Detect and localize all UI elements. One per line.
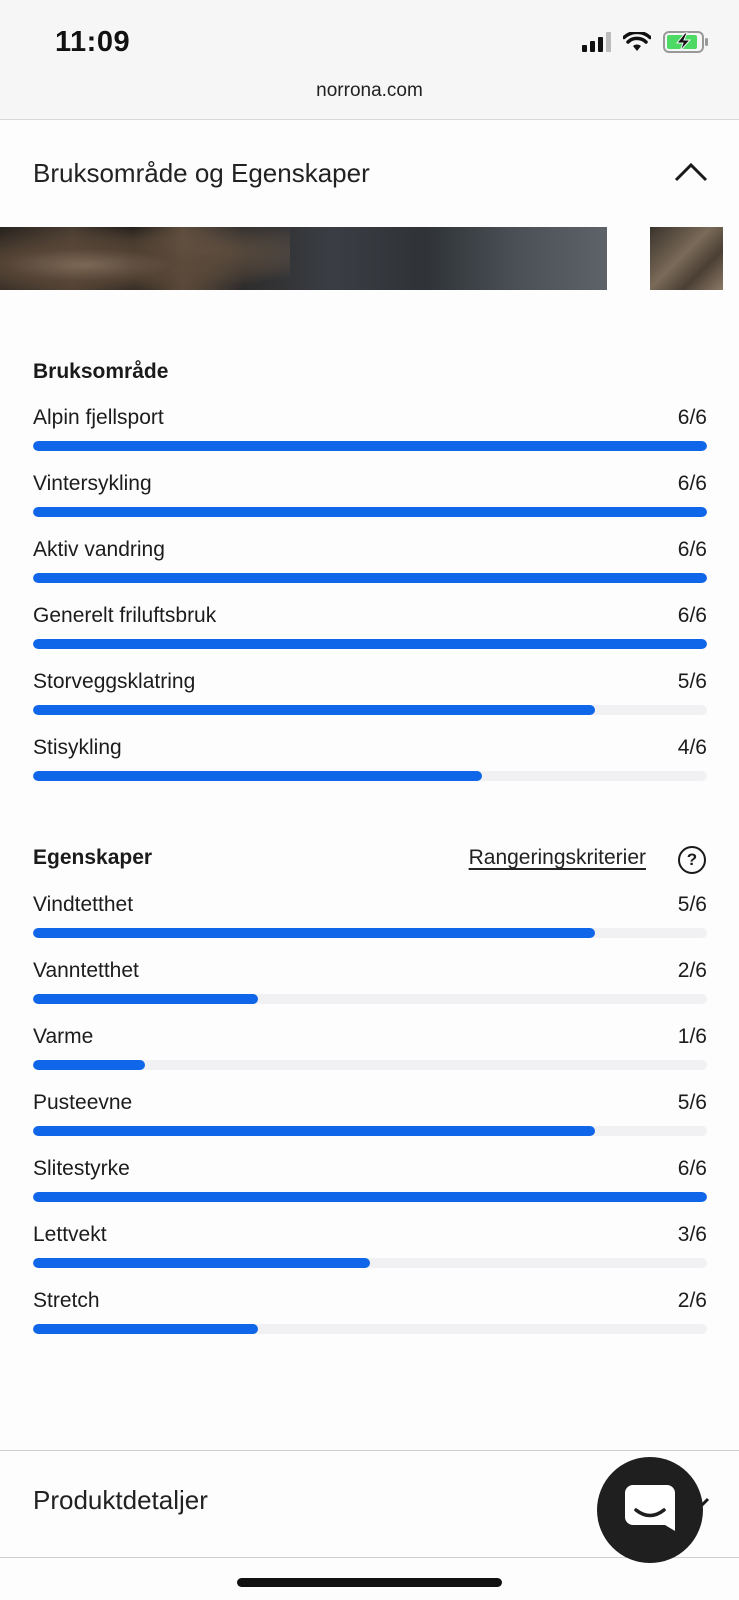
rating-value: 3/6 [677, 1223, 707, 1246]
rating-row: Stretch 2/6 [33, 1289, 707, 1345]
rating-bar-track [33, 573, 707, 583]
address-bar-url[interactable]: norrona.com [316, 80, 423, 101]
properties-heading: Egenskaper [33, 846, 153, 869]
rating-row: Storveggsklatring 5/6 [33, 670, 707, 726]
rating-label: Aktiv vandring [33, 538, 165, 561]
rating-label: Lettvekt [33, 1223, 107, 1246]
status-time: 11:09 [55, 26, 131, 58]
rating-row: Generelt friluftsbruk 6/6 [33, 604, 707, 660]
rating-value: 2/6 [677, 1289, 707, 1312]
rating-value: 6/6 [677, 538, 707, 561]
rating-bar-track [33, 705, 707, 715]
product-image-strip[interactable] [0, 227, 607, 290]
rating-label: Vindtetthet [33, 893, 134, 916]
rating-bar-fill [33, 573, 707, 583]
help-icon[interactable]: ? [678, 846, 706, 874]
divider [0, 1450, 739, 1451]
section-title: Bruksområde og Egenskaper [33, 158, 370, 188]
rating-bar-fill [33, 771, 483, 781]
rating-value: 4/6 [677, 736, 707, 759]
chevron-up-icon[interactable] [673, 158, 709, 184]
product-image-next[interactable] [650, 227, 723, 290]
product-details-header[interactable]: Produktdetaljer [33, 1485, 208, 1515]
chat-icon [625, 1485, 675, 1531]
rating-bar-fill [33, 928, 595, 938]
home-indicator[interactable] [237, 1578, 502, 1587]
rating-bar-track [33, 1060, 707, 1070]
rating-value: 6/6 [677, 1157, 707, 1180]
rating-bar-fill [33, 1126, 595, 1136]
rating-label: Pusteevne [33, 1091, 133, 1114]
rating-row: Vintersykling 6/6 [33, 472, 707, 528]
rating-row: Vindtetthet 5/6 [33, 893, 707, 949]
rating-bar-fill [33, 441, 707, 451]
battery-charging-icon [663, 31, 708, 53]
rating-row: Aktiv vandring 6/6 [33, 538, 707, 594]
rating-label: Alpin fjellsport [33, 406, 164, 429]
rating-row: Stisykling 4/6 [33, 736, 707, 792]
rating-bar-fill [33, 507, 707, 517]
rating-label: Vanntetthet [33, 959, 139, 982]
rating-bar-track [33, 1324, 707, 1334]
rating-value: 5/6 [677, 1091, 707, 1114]
rating-bar-track [33, 639, 707, 649]
rating-bar-fill [33, 1324, 258, 1334]
rating-bar-track [33, 994, 707, 1004]
rating-value: 6/6 [677, 472, 707, 495]
rating-bar-fill [33, 705, 595, 715]
rating-bar-track [33, 441, 707, 451]
rating-bar-fill [33, 994, 258, 1004]
rating-value: 2/6 [677, 959, 707, 982]
chat-button[interactable] [597, 1457, 703, 1563]
rating-bar-fill [33, 639, 707, 649]
rating-row: Slitestyrke 6/6 [33, 1157, 707, 1213]
rating-bar-fill [33, 1060, 146, 1070]
rating-bar-track [33, 507, 707, 517]
rating-label: Vintersykling [33, 472, 152, 495]
rating-row: Lettvekt 3/6 [33, 1223, 707, 1279]
rating-label: Storveggsklatring [33, 670, 196, 693]
rating-label: Stretch [33, 1289, 100, 1312]
rating-value: 6/6 [677, 406, 707, 429]
rating-bar-track [33, 1192, 707, 1202]
rating-value: 5/6 [677, 670, 707, 693]
rating-criteria-link[interactable]: Rangeringskriterier [468, 846, 646, 869]
rating-row: Alpin fjellsport 6/6 [33, 406, 707, 462]
rating-value: 6/6 [677, 604, 707, 627]
rating-label: Varme [33, 1025, 94, 1048]
usage-heading: Bruksområde [33, 360, 169, 383]
cellular-signal-icon [582, 32, 611, 52]
rating-label: Slitestyrke [33, 1157, 130, 1180]
rating-bar-track [33, 771, 707, 781]
rating-bar-track [33, 1126, 707, 1136]
section-header[interactable]: Bruksområde og Egenskaper [0, 120, 739, 225]
wifi-icon [623, 32, 651, 51]
rating-bar-fill [33, 1258, 370, 1268]
status-icons [582, 31, 709, 53]
rating-row: Pusteevne 5/6 [33, 1091, 707, 1147]
rating-bar-track [33, 928, 707, 938]
rating-value: 5/6 [677, 893, 707, 916]
rating-label: Stisykling [33, 736, 122, 759]
rating-row: Varme 1/6 [33, 1025, 707, 1081]
rating-bar-track [33, 1258, 707, 1268]
divider [0, 1557, 739, 1558]
rating-row: Vanntetthet 2/6 [33, 959, 707, 1015]
rating-value: 1/6 [677, 1025, 707, 1048]
browser-status-bar: 11:09 norrona.com [0, 0, 739, 120]
rating-label: Generelt friluftsbruk [33, 604, 217, 627]
rating-bar-fill [33, 1192, 707, 1202]
